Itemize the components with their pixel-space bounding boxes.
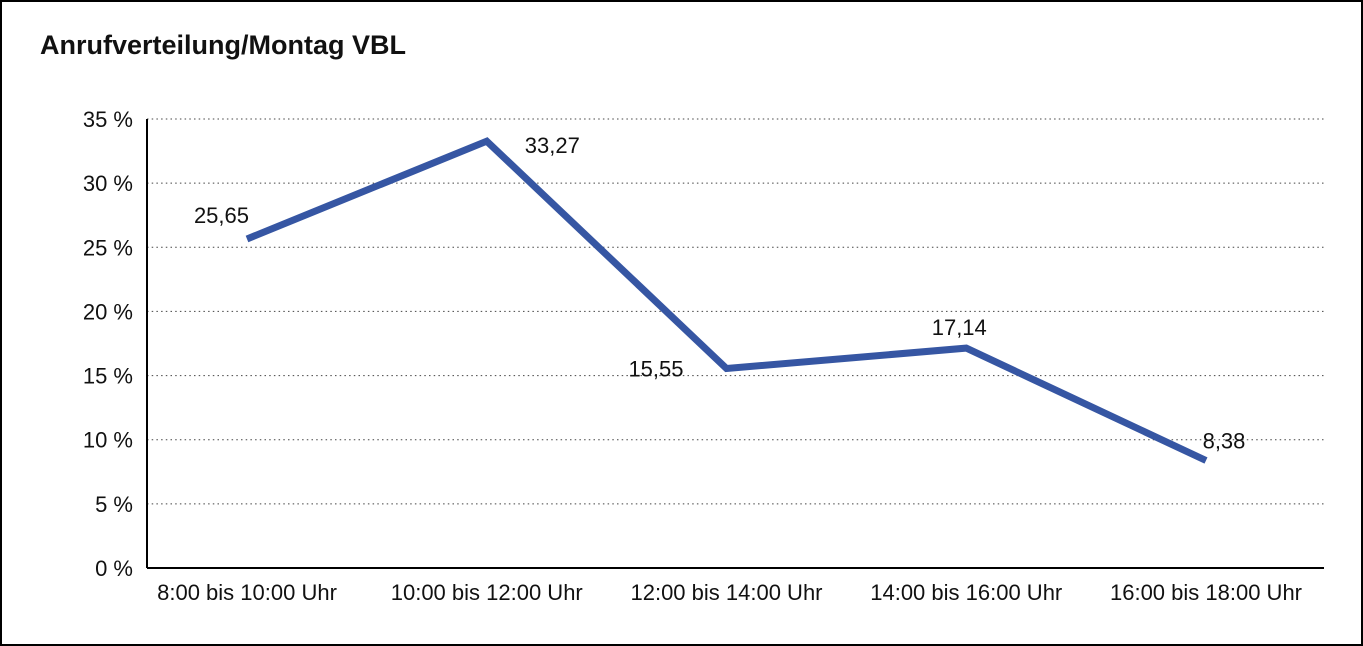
x-tick-label: 10:00 bis 12:00 Uhr [391, 580, 583, 605]
x-tick-label: 14:00 bis 16:00 Uhr [870, 580, 1062, 605]
y-tick-label: 25 % [83, 235, 133, 260]
y-tick-label: 15 % [83, 364, 133, 389]
x-tick-label: 12:00 bis 14:00 Uhr [630, 580, 822, 605]
chart-title: Anrufverteilung/Montag VBL [40, 30, 406, 60]
data-point-label: 25,65 [194, 203, 249, 228]
data-point-label: 17,14 [932, 315, 987, 340]
y-tick-label: 5 % [95, 492, 133, 517]
x-tick-label: 16:00 bis 18:00 Uhr [1110, 580, 1302, 605]
y-tick-label: 10 % [83, 428, 133, 453]
data-point-label: 15,55 [628, 357, 683, 382]
x-tick-label: 8:00 bis 10:00 Uhr [157, 580, 337, 605]
y-tick-label: 20 % [83, 299, 133, 324]
data-point-label: 33,27 [525, 133, 580, 158]
y-tick-label: 30 % [83, 171, 133, 196]
y-tick-label: 0 % [95, 556, 133, 581]
y-tick-label: 35 % [83, 107, 133, 132]
data-point-label: 8,38 [1203, 428, 1246, 453]
series-line [245, 137, 1208, 464]
